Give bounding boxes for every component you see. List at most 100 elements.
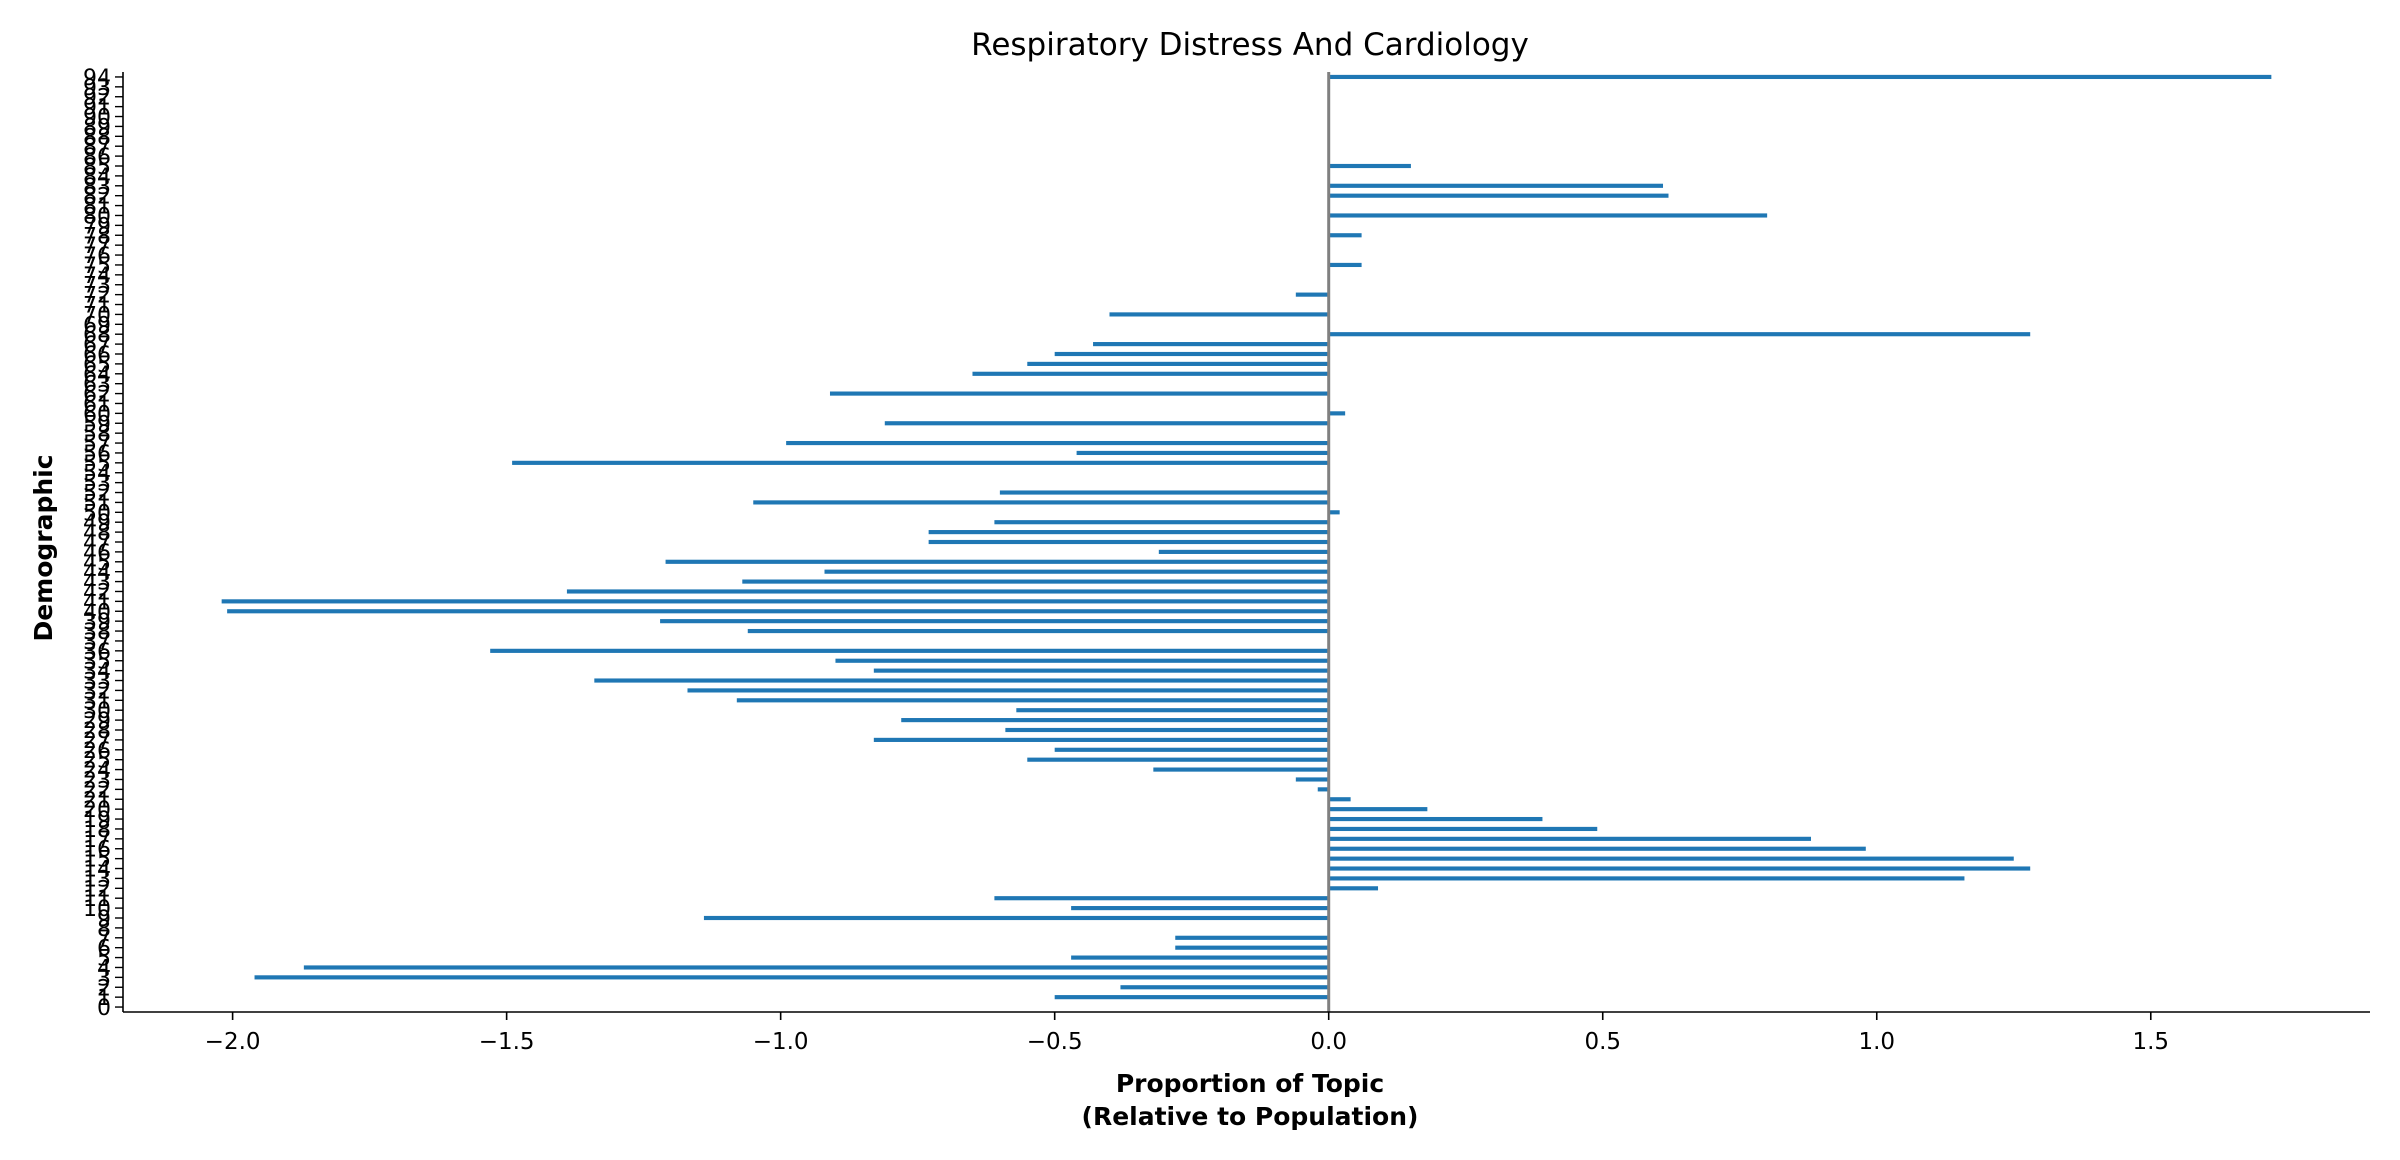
y-tick-label: 23 — [83, 768, 111, 793]
bar-14 — [1328, 866, 2031, 871]
bar-56 — [1076, 450, 1329, 456]
y-tick-label: 94 — [83, 66, 111, 91]
x-tick-label: 1.0 — [1858, 1029, 1895, 1055]
bar-16 — [1328, 846, 1866, 851]
bar-11 — [994, 896, 1329, 901]
bar-30 — [1016, 708, 1329, 713]
y-tick-label: 5 — [97, 947, 111, 972]
y-tick-label: 21 — [83, 788, 111, 813]
bar-36 — [490, 648, 1329, 653]
bar-34 — [873, 668, 1329, 673]
bar-33 — [594, 678, 1329, 683]
bar-43 — [742, 579, 1329, 584]
y-tick-label: 91 — [83, 96, 111, 121]
y-tick-label: 88 — [83, 125, 111, 150]
y-tick-label: 43 — [83, 571, 111, 596]
bar-31 — [736, 698, 1329, 703]
y-tick-label: 41 — [83, 590, 111, 615]
y-tick-label: 50 — [83, 501, 111, 526]
y-tick-label: 2 — [97, 976, 111, 1001]
y-axis-ticks: 0123456789101112131415161718192021222324… — [83, 66, 123, 1021]
bar-15 — [1328, 856, 2014, 861]
y-tick-label: 13 — [83, 867, 111, 892]
bar-39 — [660, 619, 1329, 624]
y-tick-label: 14 — [83, 858, 111, 883]
bar-1 — [1054, 995, 1329, 1000]
y-tick-label: 35 — [83, 650, 111, 675]
bar-42 — [566, 589, 1329, 594]
bar-3 — [254, 975, 1329, 980]
bar-72 — [1295, 292, 1329, 297]
x-tick-label: −1.0 — [753, 1029, 809, 1055]
y-tick-label: 18 — [83, 818, 111, 843]
bar-80 — [1328, 213, 1768, 218]
x-tick-label: −2.0 — [205, 1029, 261, 1055]
y-tick-label: 57 — [83, 432, 111, 457]
y-tick-label: 80 — [83, 204, 111, 229]
y-tick-label: 9 — [97, 907, 111, 932]
y-tick-label: 1 — [97, 986, 111, 1011]
y-tick-label: 92 — [83, 86, 111, 111]
y-tick-label: 40 — [83, 600, 111, 625]
y-tick-label: 77 — [83, 234, 111, 259]
y-tick-label: 56 — [83, 442, 111, 467]
y-tick-label: 64 — [83, 363, 111, 388]
bar-75 — [1328, 262, 1362, 268]
bar-70 — [1109, 312, 1329, 317]
bar-26 — [1054, 747, 1329, 752]
y-tick-label: 71 — [83, 294, 111, 319]
bar-82 — [1328, 193, 1669, 198]
bar-48 — [928, 530, 1329, 535]
y-tick-label: 7 — [97, 927, 111, 952]
y-tick-label: 73 — [83, 274, 111, 299]
bar-25 — [1027, 757, 1329, 762]
y-tick-label: 19 — [83, 808, 111, 833]
x-axis-label-line2: (Relative to Population) — [1082, 1102, 1419, 1131]
bar-55 — [512, 460, 1329, 465]
y-tick-label: 44 — [83, 561, 111, 586]
y-tick-label: 17 — [83, 828, 111, 853]
y-tick-label: 55 — [83, 452, 111, 477]
y-tick-label: 28 — [83, 719, 111, 744]
y-tick-label: 78 — [83, 224, 111, 249]
y-tick-label: 20 — [83, 798, 111, 823]
bar-10 — [1071, 906, 1329, 911]
bar-49 — [994, 520, 1329, 525]
y-tick-label: 38 — [83, 620, 111, 645]
y-tick-label: 65 — [83, 353, 111, 378]
y-tick-label: 33 — [83, 670, 111, 695]
y-tick-label: 58 — [83, 422, 111, 447]
bar-12 — [1328, 886, 1379, 891]
y-tick-label: 22 — [83, 778, 111, 803]
x-tick-label: 0.0 — [1310, 1029, 1347, 1055]
bar-4 — [303, 965, 1329, 970]
bar-52 — [999, 490, 1329, 495]
y-tick-label: 27 — [83, 729, 111, 754]
bar-38 — [747, 628, 1329, 634]
bar-21 — [1328, 797, 1351, 802]
y-tick-label: 37 — [83, 630, 111, 655]
y-tick-label: 68 — [83, 323, 111, 348]
bar-6 — [1175, 945, 1329, 950]
y-tick-label: 89 — [83, 115, 111, 140]
bar-65 — [1027, 361, 1329, 366]
bar-66 — [1054, 351, 1329, 357]
y-tick-label: 42 — [83, 580, 111, 605]
y-tick-label: 63 — [83, 373, 111, 398]
y-tick-label: 76 — [83, 244, 111, 269]
bar-85 — [1328, 163, 1411, 169]
y-tick-label: 49 — [83, 511, 111, 536]
y-tick-label: 84 — [83, 165, 111, 190]
bar-46 — [1158, 549, 1329, 554]
y-tick-label: 93 — [83, 76, 111, 101]
y-tick-label: 82 — [83, 185, 111, 210]
bar-51 — [753, 500, 1329, 505]
bar-60 — [1328, 411, 1346, 416]
y-tick-label: 47 — [83, 531, 111, 556]
y-tick-label: 36 — [83, 640, 111, 665]
y-tick-label: 87 — [83, 135, 111, 160]
bar-9 — [703, 915, 1329, 921]
bar-78 — [1328, 233, 1362, 238]
y-tick-label: 8 — [97, 917, 111, 942]
